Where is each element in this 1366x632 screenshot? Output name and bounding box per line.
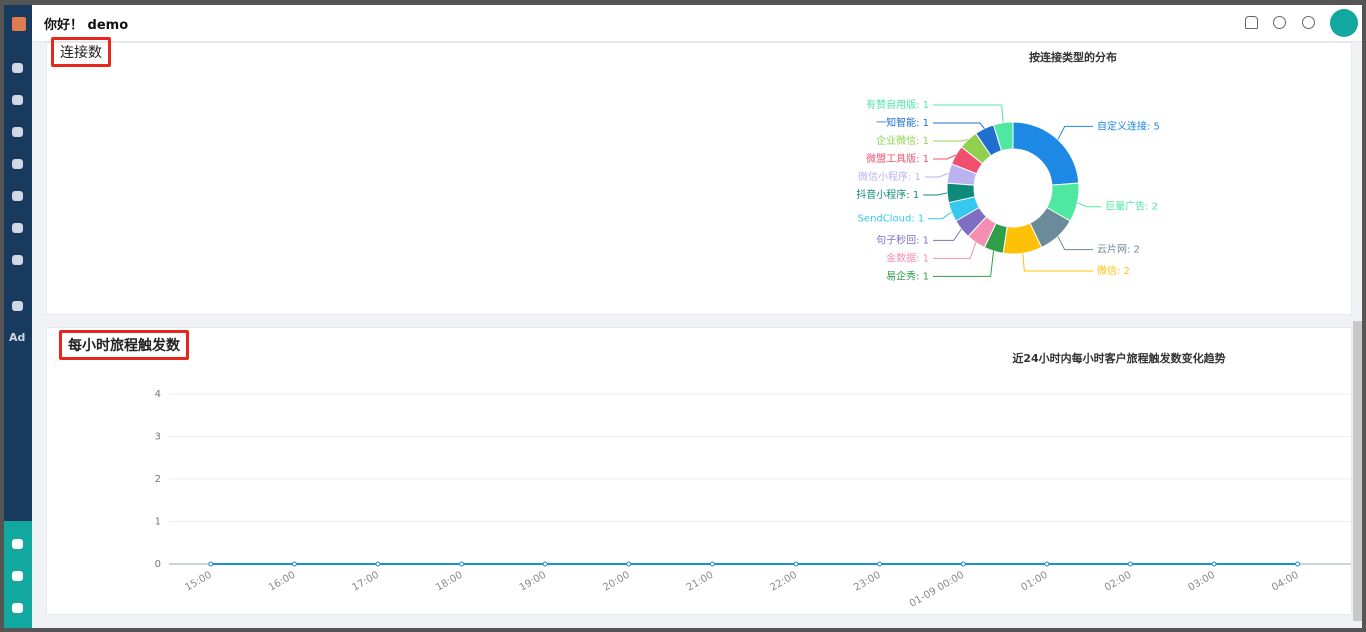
x-tick-label: 20:00 bbox=[601, 570, 631, 594]
point bbox=[542, 561, 548, 567]
x-tick-label: 01-09 00:00 bbox=[908, 570, 966, 610]
data-label: 云片网: 2 bbox=[1097, 243, 1140, 256]
x-tick-label: 21:00 bbox=[685, 570, 715, 594]
data-label: 一知智能: 1 bbox=[876, 116, 929, 129]
data-label: 金数据: 1 bbox=[886, 251, 929, 264]
x-tick-label: 04:00 bbox=[1270, 570, 1300, 594]
data-label: 有赞自用版: 1 bbox=[866, 98, 929, 111]
point bbox=[960, 561, 966, 567]
label-line bbox=[933, 122, 985, 129]
point bbox=[793, 561, 799, 567]
avatar[interactable] bbox=[1330, 9, 1358, 37]
point bbox=[1127, 561, 1133, 567]
scrollbar[interactable] bbox=[1353, 321, 1362, 621]
panel: 每小时旅程触发数 近24小时内每小时客户旅程触发数变化趋势 0 1 2 3 4 15:00 1… bbox=[46, 327, 1352, 615]
label-line bbox=[933, 242, 977, 259]
y-tick-label: 1 bbox=[155, 517, 161, 528]
point bbox=[208, 561, 214, 567]
data-label: 巨量广告: 2 bbox=[1105, 200, 1158, 213]
data-label: 微盟工具版: 1 bbox=[866, 152, 929, 165]
top-bar: 你好！ demo bbox=[32, 5, 1362, 42]
sidebar-footer bbox=[4, 521, 32, 628]
pie-slice bbox=[1012, 121, 1080, 186]
point bbox=[626, 561, 632, 567]
x-tick-label: 03:00 bbox=[1187, 570, 1217, 594]
data-label: 企业微信: 1 bbox=[876, 134, 929, 147]
nav-icon[interactable] bbox=[12, 255, 23, 265]
x-tick-label: 22:00 bbox=[769, 570, 799, 594]
nav-icon[interactable] bbox=[12, 539, 23, 549]
x-tick-label: 01:00 bbox=[1019, 570, 1049, 594]
nav-icon[interactable] bbox=[12, 159, 23, 169]
data-label: 自定义连接: 5 bbox=[1097, 119, 1160, 132]
y-tick-label: 0 bbox=[155, 559, 161, 570]
label-line bbox=[1022, 253, 1093, 272]
point bbox=[877, 561, 883, 567]
data-label: 句子秒回: 1 bbox=[876, 233, 929, 246]
label-line bbox=[1057, 125, 1093, 140]
pie-slice bbox=[992, 121, 1014, 152]
label-line bbox=[933, 251, 995, 277]
nav-icon[interactable] bbox=[12, 223, 23, 233]
data-label: 微信小程序: 1 bbox=[858, 170, 921, 183]
help-icon[interactable] bbox=[1302, 16, 1315, 29]
label-line bbox=[924, 172, 949, 178]
label-line bbox=[1057, 236, 1093, 251]
y-tick-label: 4 bbox=[155, 389, 161, 400]
nav-icon[interactable] bbox=[12, 603, 23, 613]
x-tick-label: 16:00 bbox=[267, 570, 297, 594]
point bbox=[291, 561, 297, 567]
label-line bbox=[1077, 202, 1102, 208]
chart-title: 近24小时内每小时客户旅程触发数变化趋势 bbox=[1012, 351, 1225, 365]
x-tick-label: 17:00 bbox=[351, 570, 381, 594]
line-chart: 近24小时内每小时客户旅程触发数变化趋势 0 1 2 3 4 15:00 16:00 17:00… bbox=[155, 351, 1351, 610]
data-label: 微信: 2 bbox=[1097, 264, 1130, 277]
nav-icon[interactable] bbox=[12, 301, 23, 311]
point bbox=[709, 561, 715, 567]
x-tick-label: 18:00 bbox=[434, 570, 464, 594]
nav-icon[interactable] bbox=[12, 191, 23, 201]
nav-icon[interactable] bbox=[12, 127, 23, 137]
label-line bbox=[933, 228, 962, 241]
label-line bbox=[933, 154, 957, 160]
point bbox=[459, 561, 465, 567]
chat-icon[interactable] bbox=[1273, 16, 1286, 29]
data-label: 易企秀: 1 bbox=[886, 269, 929, 282]
y-tick-label: 3 bbox=[155, 432, 161, 443]
sidebar: Ad bbox=[4, 5, 32, 628]
nav-icon[interactable] bbox=[12, 95, 23, 105]
nav-label[interactable]: Ad bbox=[9, 331, 26, 344]
x-tick-label: 15:00 bbox=[183, 570, 213, 594]
label-line bbox=[933, 104, 1004, 123]
label-line bbox=[933, 139, 969, 142]
x-tick-label: 19:00 bbox=[518, 570, 548, 594]
point bbox=[1044, 561, 1050, 567]
panel: 连接数 按连接类型的分布自定义连接: 5 巨量广告: 2 云片网: 2 微信: 2 易企… bbox=[46, 37, 1352, 315]
panel-title: 每小时旅程触发数 bbox=[59, 330, 189, 360]
point bbox=[1211, 561, 1217, 567]
logo bbox=[12, 17, 26, 31]
panel-title: 连接数 bbox=[51, 37, 111, 67]
data-label: 抖音小程序: 1 bbox=[856, 188, 919, 201]
point bbox=[375, 561, 381, 567]
greeting: 你好！ demo bbox=[44, 18, 129, 33]
x-tick-label: 23:00 bbox=[852, 570, 882, 594]
label-line bbox=[923, 192, 948, 196]
chart-title: 按连接类型的分布 bbox=[1029, 50, 1117, 64]
bell-icon[interactable] bbox=[1245, 16, 1258, 29]
nav-icon[interactable] bbox=[12, 571, 23, 581]
data-label: SendCloud: 1 bbox=[858, 214, 925, 225]
point bbox=[1295, 561, 1301, 567]
label-line bbox=[928, 211, 952, 220]
nav-icon[interactable] bbox=[12, 63, 23, 73]
y-tick-label: 2 bbox=[155, 474, 161, 485]
x-tick-label: 02:00 bbox=[1103, 570, 1133, 594]
